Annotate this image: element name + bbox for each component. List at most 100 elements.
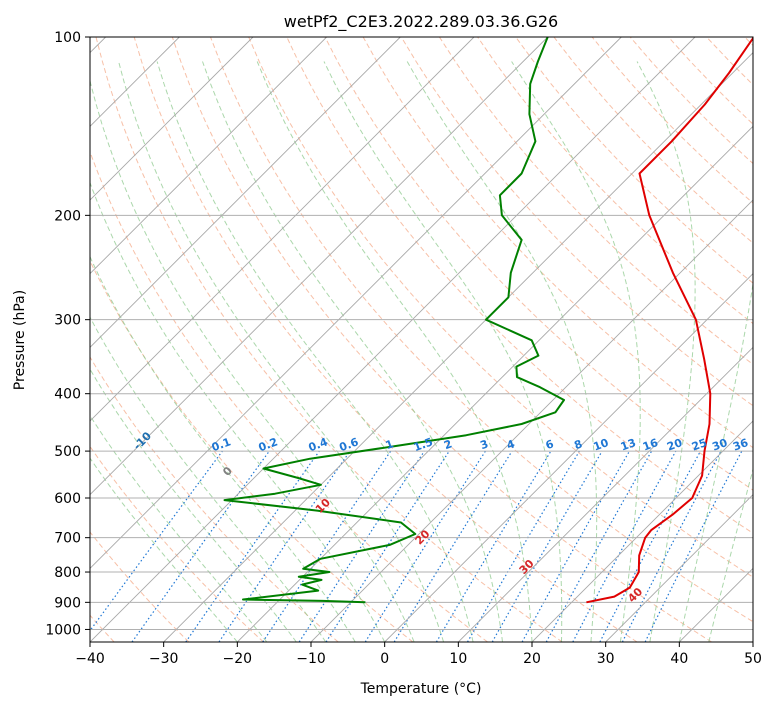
x-tick-label: 0 xyxy=(380,651,389,667)
mixing-ratio-line xyxy=(298,450,425,642)
isotherm-line xyxy=(163,52,753,642)
isotherm-line xyxy=(605,494,753,642)
dry-adiabat-line xyxy=(515,37,753,284)
mixing-ratio-line xyxy=(572,450,677,642)
mixing-ratio-line xyxy=(218,450,351,642)
moist-adiabat-line xyxy=(90,181,386,642)
moist-adiabat-line xyxy=(636,61,696,642)
mixing-ratio-label: 10 xyxy=(592,436,611,454)
mixing-ratio-label: 2 xyxy=(442,437,454,452)
mixing-ratio-label: 1.5 xyxy=(412,435,435,454)
y-tick-label: 100 xyxy=(54,30,81,46)
moist-adiabat-line xyxy=(323,61,563,642)
mixing-ratio-line xyxy=(90,450,223,632)
x-tick-label: 10 xyxy=(449,651,467,667)
dry-adiabat-line xyxy=(171,37,712,642)
mixing-ratio-line xyxy=(521,450,631,642)
mixing-ratio-label: 16 xyxy=(641,436,660,454)
x-axis-title: Temperature (°C) xyxy=(360,681,482,697)
x-tick-label: −10 xyxy=(296,651,326,667)
dry-adiabat-line xyxy=(438,37,753,366)
line-labels: 0.10.20.40.611.52346810131620253036-100-… xyxy=(131,429,751,605)
mixing-ratio-line xyxy=(185,450,320,642)
y-tick-label: 700 xyxy=(54,531,81,547)
mixing-ratio-label: 30 xyxy=(710,436,729,454)
mixing-ratio-label: 0.1 xyxy=(210,435,233,454)
dry-adiabat-line xyxy=(90,356,339,642)
y-tick-label: 900 xyxy=(54,595,81,611)
dewpoint-profile xyxy=(223,37,565,604)
chart-title: wetPf2_C2E3.2022.289.03.36.G26 xyxy=(284,12,558,32)
mixing-ratio-line xyxy=(545,450,653,642)
y-tick-label: 200 xyxy=(54,208,81,224)
plot-frame xyxy=(89,36,754,643)
x-tick-label: 40 xyxy=(670,651,688,667)
y-tick-label: 400 xyxy=(54,387,81,403)
moist-adiabat-line xyxy=(202,61,503,642)
isotherm-line xyxy=(237,125,753,642)
mixing-ratio-label: 3 xyxy=(478,437,490,452)
mixing-ratio-label: 36 xyxy=(731,436,750,454)
isotherm-line xyxy=(458,346,753,642)
mixing-ratio-label: 13 xyxy=(619,436,638,453)
mixing-ratio-label: 8 xyxy=(572,437,584,452)
mixing-ratio-line xyxy=(325,450,450,642)
dry-adiabat-line xyxy=(90,150,488,642)
x-tick-label: 20 xyxy=(523,651,541,667)
y-axis-title: Pressure (hPa) xyxy=(12,290,28,390)
moist-adiabat-line xyxy=(678,280,753,642)
dry-adiabat-line xyxy=(210,37,753,623)
dry-adiabat-line xyxy=(248,37,753,578)
x-tick-label: 30 xyxy=(597,651,615,667)
temperature-profile xyxy=(586,37,753,604)
isotherm-line xyxy=(90,37,254,201)
isotherm-line xyxy=(384,273,753,642)
isotherm-line xyxy=(310,199,753,642)
plot-area: 0.10.20.40.611.52346810131620253036-100-… xyxy=(90,37,753,642)
profiles xyxy=(223,37,753,604)
dry-adiabat-line xyxy=(95,37,563,642)
y-tick-label: 600 xyxy=(54,491,81,507)
isotherm-line xyxy=(90,37,475,422)
y-tick-label: 800 xyxy=(54,565,81,581)
moist-adiabat-line xyxy=(511,61,641,642)
dry-adiabat-line xyxy=(90,531,190,642)
mixing-ratio-line xyxy=(262,450,392,642)
isotherm-line xyxy=(90,37,327,275)
isotherm-line xyxy=(90,37,401,348)
mixing-ratio-line xyxy=(393,450,513,642)
moist-adiabat-line xyxy=(256,61,533,642)
mixing-ratio-lines xyxy=(90,450,743,642)
mixing-ratio-label: 0.2 xyxy=(257,435,280,454)
x-tick-label: −20 xyxy=(223,651,253,667)
mixing-ratio-line xyxy=(131,450,270,642)
mixing-ratio-label: 20 xyxy=(665,436,684,454)
y-tick-label: 300 xyxy=(54,313,81,329)
mixing-ratio-label: 6 xyxy=(544,437,556,452)
x-axis: −40 −30 −20 −10 0 10 20 30 40 50 xyxy=(75,642,762,667)
mixing-ratio-label: 1 xyxy=(384,437,396,452)
moist-adiabat-line xyxy=(118,61,445,642)
moist-adiabat-line xyxy=(156,61,474,642)
isotherm-line xyxy=(531,420,753,642)
isobar-gridlines xyxy=(90,37,753,630)
isotherm-line xyxy=(90,37,622,569)
mixing-ratio-label: 0.4 xyxy=(307,435,330,454)
moist-adiabat-line xyxy=(708,467,753,642)
dry-adiabat-line xyxy=(133,37,638,642)
mixing-ratio-line xyxy=(644,450,743,642)
mixing-ratio-label: 4 xyxy=(505,437,517,452)
y-axis: 100 200 300 400 500 600 700 800 900 1000 xyxy=(45,30,90,638)
skewed-isotherms xyxy=(90,37,753,642)
x-tick-label: 50 xyxy=(744,651,762,667)
isotherm-line xyxy=(90,37,548,496)
mixing-ratio-label: 25 xyxy=(690,436,709,453)
y-tick-label: 500 xyxy=(54,444,81,460)
moist-adiabat-line xyxy=(90,78,415,642)
mixing-ratio-label: 0.6 xyxy=(338,435,361,454)
dry-adiabat-line xyxy=(90,445,264,642)
dry-adiabat-line xyxy=(400,37,753,407)
isotherm-line xyxy=(90,37,696,642)
